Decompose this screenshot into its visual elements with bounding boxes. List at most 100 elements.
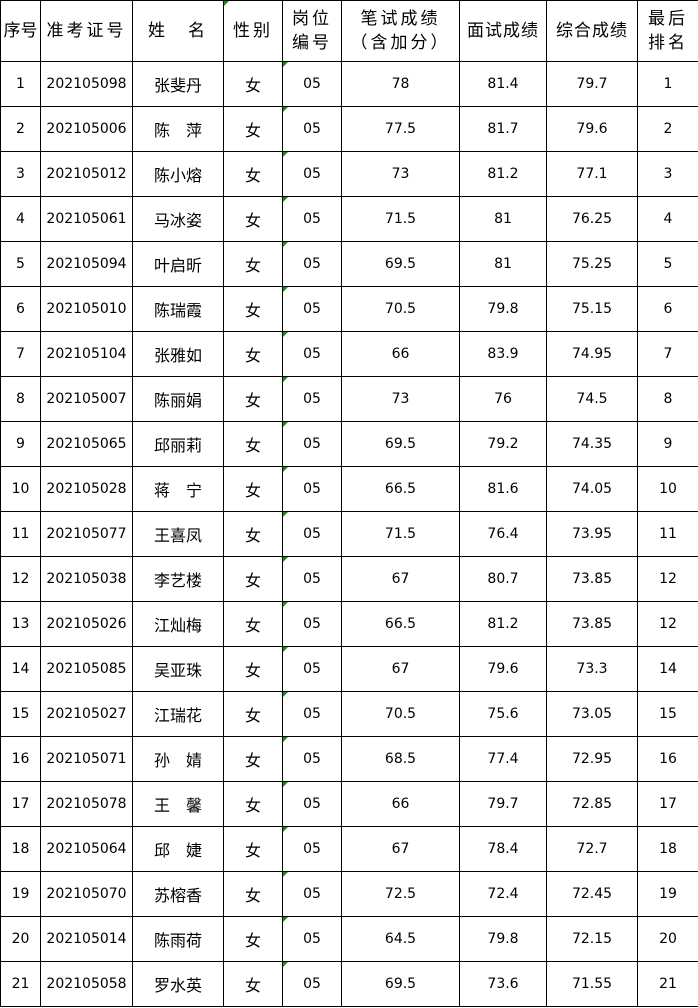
row-index-cell: 1 — [0, 61, 41, 107]
interview-score-cell: 81 — [459, 196, 547, 242]
gender-cell: 女 — [223, 61, 283, 107]
candidate-name-cell: 罗水英 — [132, 961, 224, 1007]
written-score-cell: 77.5 — [341, 106, 460, 152]
gender-cell: 女 — [223, 376, 283, 422]
position-code-cell: 05 — [282, 286, 342, 332]
total-score-cell: 73.95 — [546, 511, 638, 557]
exam-id-cell: 202105012 — [40, 151, 133, 197]
row-index-cell: 5 — [0, 241, 41, 287]
total-score-cell: 77.1 — [546, 151, 638, 197]
total-score-cell: 73.3 — [546, 646, 638, 692]
position-code-cell: 05 — [282, 106, 342, 152]
total-score-cell: 72.45 — [546, 871, 638, 917]
interview-score-cell: 76 — [459, 376, 547, 422]
position-code-cell: 05 — [282, 781, 342, 827]
row-index-cell: 18 — [0, 826, 41, 872]
final-rank-cell: 17 — [637, 781, 698, 827]
exam-id-cell: 202105098 — [40, 61, 133, 107]
gender-cell: 女 — [223, 556, 283, 602]
candidate-name-cell: 邱丽莉 — [132, 421, 224, 467]
table-row: 9 202105065 邱丽莉女 05 69.5 79.2 74.35 9 — [0, 421, 698, 467]
table-row: 5 202105094 叶启昕女 05 69.5 81 75.25 5 — [0, 241, 698, 287]
interview-score-cell: 81.6 — [459, 466, 547, 512]
final-rank-cell: 2 — [637, 106, 698, 152]
table-row: 1 202105098 张斐丹女 05 78 81.4 79.7 1 — [0, 61, 698, 107]
position-code-cell: 05 — [282, 421, 342, 467]
exam-id-cell: 202105010 — [40, 286, 133, 332]
final-rank-cell: 1 — [637, 61, 698, 107]
row-index-cell: 11 — [0, 511, 41, 557]
final-rank-cell: 8 — [637, 376, 698, 422]
table-row: 6 202105010 陈瑞霞女 05 70.5 79.8 75.15 6 — [0, 286, 698, 332]
table-row: 12 202105038 李艺楼女 05 67 80.7 73.85 12 — [0, 556, 698, 602]
final-rank-cell: 16 — [637, 736, 698, 782]
exam-id-cell: 202105058 — [40, 961, 133, 1007]
gender-cell: 女 — [223, 421, 283, 467]
written-score-cell: 73 — [341, 151, 460, 197]
written-score-cell: 70.5 — [341, 286, 460, 332]
exam-id-cell: 202105006 — [40, 106, 133, 152]
interview-score-cell: 79.8 — [459, 286, 547, 332]
gender-cell: 女 — [223, 961, 283, 1007]
total-score-cell: 74.95 — [546, 331, 638, 377]
row-index-cell: 6 — [0, 286, 41, 332]
gender-cell: 女 — [223, 286, 283, 332]
row-index-cell: 10 — [0, 466, 41, 512]
gender-cell: 女 — [223, 781, 283, 827]
row-index-cell: 8 — [0, 376, 41, 422]
position-code-cell: 05 — [282, 241, 342, 287]
candidate-name-cell: 王喜凤 — [132, 511, 224, 557]
row-index-cell: 12 — [0, 556, 41, 602]
exam-id-cell: 202105104 — [40, 331, 133, 377]
position-code-cell: 05 — [282, 601, 342, 647]
position-code-cell: 05 — [282, 556, 342, 602]
total-score-cell: 74.05 — [546, 466, 638, 512]
final-rank-cell: 4 — [637, 196, 698, 242]
final-rank-cell: 14 — [637, 646, 698, 692]
candidate-name-cell: 苏榕香 — [132, 871, 224, 917]
gender-cell: 女 — [223, 601, 283, 647]
gender-cell: 女 — [223, 151, 283, 197]
header-exam-id: 准考证号 — [40, 0, 133, 62]
interview-score-cell: 79.6 — [459, 646, 547, 692]
row-index-cell: 13 — [0, 601, 41, 647]
row-index-cell: 20 — [0, 916, 41, 962]
position-code-cell: 05 — [282, 691, 342, 737]
candidate-name-cell: 陈小熔 — [132, 151, 224, 197]
total-score-cell: 72.85 — [546, 781, 638, 827]
exam-id-cell: 202105071 — [40, 736, 133, 782]
candidate-name-cell: 江灿梅 — [132, 601, 224, 647]
interview-score-cell: 77.4 — [459, 736, 547, 782]
exam-id-cell: 202105077 — [40, 511, 133, 557]
table-row: 11 202105077 王喜凤女 05 71.5 76.4 73.95 11 — [0, 511, 698, 557]
table-row: 20 202105014 陈雨荷女 05 64.5 79.8 72.15 20 — [0, 916, 698, 962]
position-code-cell: 05 — [282, 466, 342, 512]
final-rank-cell: 21 — [637, 961, 698, 1007]
gender-cell: 女 — [223, 916, 283, 962]
table-row: 2 202105006 陈 萍女 05 77.5 81.7 79.6 2 — [0, 106, 698, 152]
row-index-cell: 21 — [0, 961, 41, 1007]
exam-id-cell: 202105038 — [40, 556, 133, 602]
table-row: 7 202105104 张雅如女 05 66 83.9 74.95 7 — [0, 331, 698, 377]
interview-score-cell: 81.2 — [459, 151, 547, 197]
gender-cell: 女 — [223, 511, 283, 557]
interview-score-cell: 80.7 — [459, 556, 547, 602]
candidate-name-cell: 陈 萍 — [132, 106, 224, 152]
total-score-cell: 72.15 — [546, 916, 638, 962]
candidate-name-cell: 马冰姿 — [132, 196, 224, 242]
final-rank-cell: 20 — [637, 916, 698, 962]
position-code-cell: 05 — [282, 646, 342, 692]
total-score-cell: 73.85 — [546, 556, 638, 602]
exam-id-cell: 202105070 — [40, 871, 133, 917]
table-row: 8 202105007 陈丽娟女 05 73 76 74.5 8 — [0, 376, 698, 422]
header-position-code: 岗位 编号 — [282, 0, 342, 62]
total-score-cell: 75.15 — [546, 286, 638, 332]
table-row: 14 202105085 吴亚珠女 05 67 79.6 73.3 14 — [0, 646, 698, 692]
table-row: 13 202105026 江灿梅女 05 66.5 81.2 73.85 12 — [0, 601, 698, 647]
total-score-cell: 74.5 — [546, 376, 638, 422]
interview-score-cell: 81.7 — [459, 106, 547, 152]
table-row: 3 202105012 陈小熔女 05 73 81.2 77.1 3 — [0, 151, 698, 197]
exam-id-cell: 202105028 — [40, 466, 133, 512]
table-row: 4 202105061 马冰姿女 05 71.5 81 76.25 4 — [0, 196, 698, 242]
written-score-cell: 69.5 — [341, 421, 460, 467]
